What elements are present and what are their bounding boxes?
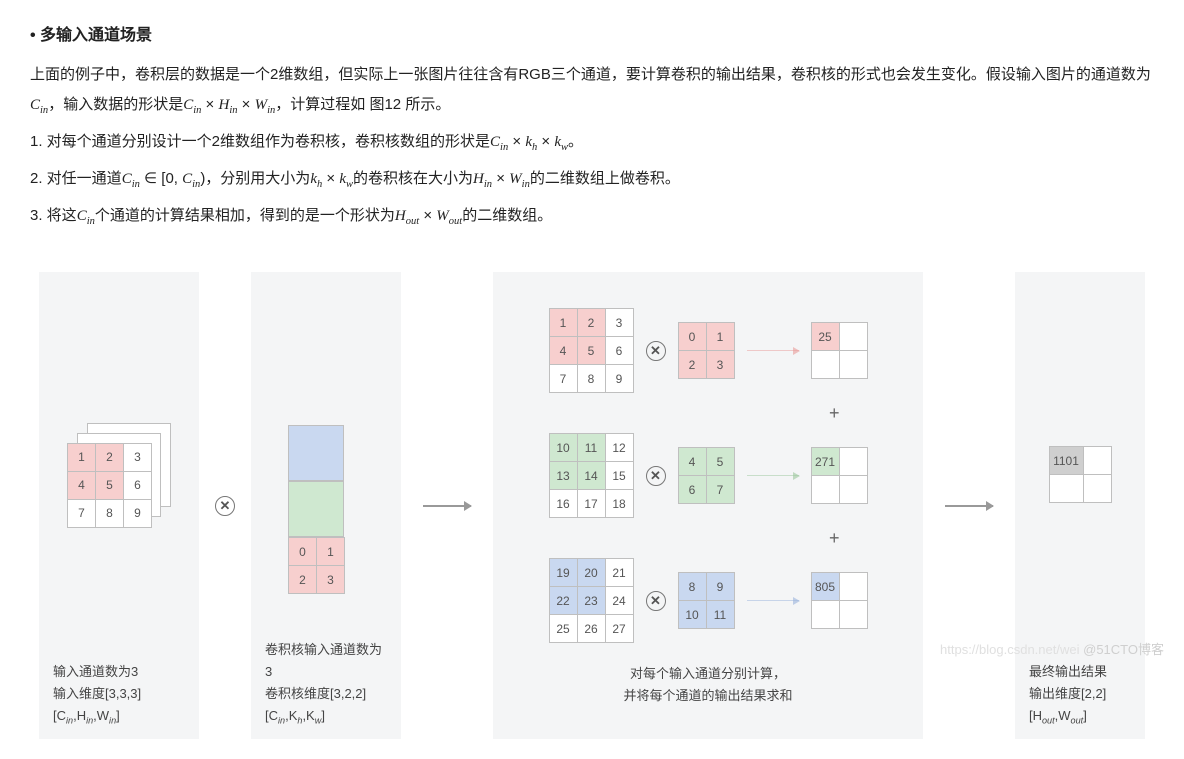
panel-kernel-caption: 卷积核输入通道数为3 卷积核维度[3,2,2] [Cin,Kh,Kw] — [251, 625, 401, 739]
input-stack: 123 456 789 — [67, 423, 171, 527]
arrow-blue — [747, 600, 799, 601]
conv-icon: ✕ — [646, 591, 666, 611]
panel-perchannel: 123 456 789 ✕ 01 23 25 + 101112 — [493, 272, 923, 739]
arrow-2 — [939, 505, 999, 507]
step-2: 2. 对任一通道Cin ∈ [0, Cin)，分别用大小为kh × kw的卷积核… — [30, 164, 1154, 195]
plus-1: + — [549, 395, 868, 431]
arrow-green — [747, 475, 799, 476]
panel-kernel: 01 23 卷积核输入通道数为3 卷积核维度[3,2,2] [Cin,Kh,Kw… — [251, 272, 401, 739]
plus-2: + — [549, 520, 868, 556]
step-1: 1. 对每个通道分别设计一个2维数组作为卷积核，卷积核数组的形状是Cin × k… — [30, 127, 1154, 158]
panel-output: 1101 最终输出结果 输出维度[2,2] [Hout,Wout] — [1015, 272, 1145, 739]
diagram: 123 456 789 输入通道数为3 输入维度[3,3,3] [Cin,Hin… — [30, 272, 1154, 739]
panel-output-caption: 最终输出结果 输出维度[2,2] [Hout,Wout] — [1015, 647, 1145, 739]
section-heading: 多输入通道场景 — [30, 20, 1154, 52]
intro-text: 上面的例子中，卷积层的数据是一个2维数组，但实际上一张图片往往含有RGB三个通道… — [30, 60, 1154, 121]
row-red: 123 456 789 ✕ 01 23 25 — [549, 308, 868, 393]
panel-input-caption: 输入通道数为3 输入维度[3,3,3] [Cin,Hin,Win] — [39, 647, 199, 739]
conv-icon: ✕ — [646, 466, 666, 486]
arrow-red — [747, 350, 799, 351]
conv-icon: ✕ — [215, 496, 235, 516]
kernel-stack: 01 23 — [288, 425, 364, 501]
input-matrix: 123 456 789 — [67, 443, 152, 528]
row-green: 101112 131415 161718 ✕ 45 67 271 — [549, 433, 868, 518]
conv-icon: ✕ — [646, 341, 666, 361]
conv-operator-1: ✕ — [215, 496, 235, 516]
arrow-1 — [417, 505, 477, 507]
kernel-matrix: 01 23 — [288, 537, 345, 594]
panel-input: 123 456 789 输入通道数为3 输入维度[3,3,3] [Cin,Hin… — [39, 272, 199, 739]
output-matrix: 1101 — [1049, 446, 1112, 503]
step-3: 3. 将这Cin个通道的计算结果相加，得到的是一个形状为Hout × Wout的… — [30, 201, 1154, 232]
panel-perchannel-caption: 对每个输入通道分别计算， 并将每个通道的输出结果求和 — [493, 649, 923, 739]
row-blue: 192021 222324 252627 ✕ 89 1011 805 — [549, 558, 868, 643]
